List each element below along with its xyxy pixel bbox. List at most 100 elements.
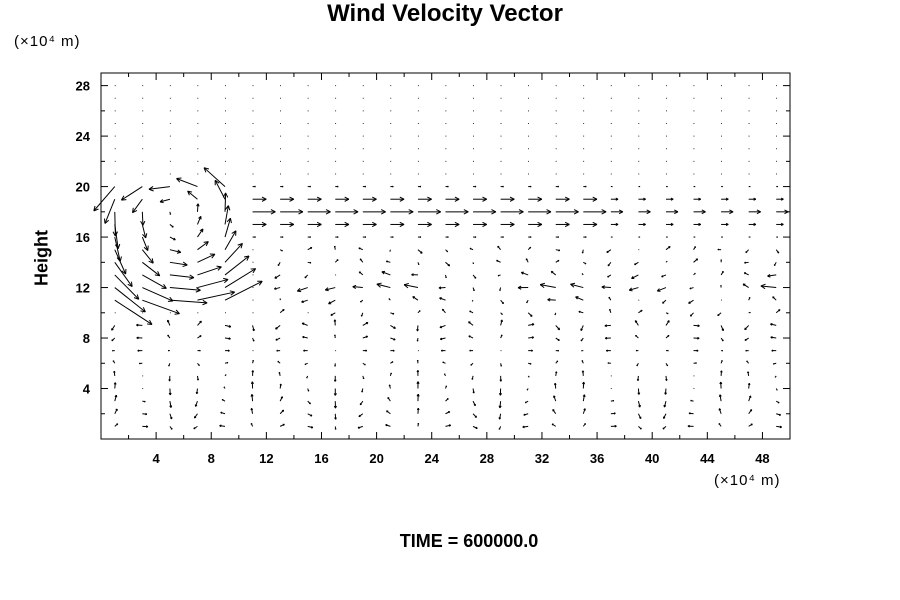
wind-vector [304,362,308,366]
wind-vector [196,215,202,225]
wind-vector [197,362,200,367]
x-axis-unit: (×10⁴ m) [714,472,781,489]
y-axis-unit: (×10⁴ m) [14,33,81,50]
wind-vector [473,185,477,188]
wind-vector [498,413,502,420]
wind-vector [334,363,337,367]
wind-vector [500,236,504,238]
wind-vector [412,296,419,301]
wind-vector [136,336,143,340]
wind-vector [252,185,256,188]
wind-vector [637,388,641,395]
wind-vector [169,249,182,254]
wind-vector [555,337,560,341]
wind-vector [224,337,231,340]
wind-vector [390,209,414,215]
wind-vector [301,299,308,304]
wind-vector [250,422,254,427]
wind-vector [472,388,475,394]
wind-vector [687,424,694,428]
wind-vector [252,337,255,342]
wind-vector [583,196,598,202]
wind-vector [528,185,532,188]
wind-vector [362,362,366,366]
wind-vector [497,245,502,251]
wind-vector [114,262,133,288]
wind-vector [376,282,391,289]
wind-vector [628,287,639,292]
wind-vector [638,197,646,201]
wind-vector [583,221,598,228]
wind-vector [224,361,229,364]
wind-vector [203,167,226,187]
wind-vector [500,319,503,326]
wind-vector [335,209,359,215]
wind-vector [390,236,394,238]
wind-vector [335,185,339,188]
wind-vector [197,265,222,276]
wind-vector [114,423,119,427]
wind-vector [358,413,364,418]
wind-vector [720,270,724,276]
wind-vector [168,388,172,396]
wind-vector [330,312,336,316]
wind-vector [581,249,584,254]
wind-vector [721,209,734,215]
wind-vector [167,349,170,352]
wind-vector [665,222,674,227]
wind-vector [390,324,396,329]
wind-vector [468,321,474,326]
wind-vector [277,360,281,364]
wind-vector [224,324,232,328]
wind-vector [390,361,394,364]
wind-vector [359,400,364,406]
wind-vector [445,424,452,427]
wind-vector [334,413,337,420]
wind-vector [610,209,624,215]
wind-vector [114,408,118,414]
wind-vector [114,299,153,325]
wind-vector [169,426,173,430]
wind-vector [224,280,263,301]
wind-vector [357,425,363,429]
wind-vector [360,312,364,317]
wind-vector [718,408,722,414]
wind-vector [517,285,529,290]
wind-vector [693,209,706,215]
wind-vector [578,310,584,314]
wind-vector [279,249,283,252]
wind-vector [359,258,364,263]
wind-vector [583,261,587,265]
wind-vector [328,299,336,305]
wind-vector [744,261,749,264]
wind-vector [142,287,174,302]
wind-vector [575,296,584,301]
wind-vector [301,322,308,326]
wind-vector [760,283,777,290]
wind-vector [774,375,777,378]
y-tick-label: 24 [76,129,91,144]
wind-vector [417,236,422,238]
wind-vector [142,274,167,289]
wind-vector [720,285,722,288]
wind-vector [693,258,699,263]
wind-vector [250,381,254,389]
wind-vector [664,388,667,395]
wind-vector [472,400,476,407]
wind-vector [169,211,172,215]
wind-vector [250,394,254,402]
wind-vector [744,325,750,331]
wind-vector [417,185,422,188]
wind-vector [445,274,447,279]
wind-vector [747,382,751,389]
wind-vector [555,360,559,364]
wind-vector [442,361,446,364]
wind-vector [604,336,611,340]
wind-vector [520,271,529,276]
wind-vector [390,196,405,202]
wind-vector [417,221,432,228]
wind-vector [500,299,505,305]
wind-vector [416,359,419,364]
wind-vector [742,283,749,288]
wind-vector [386,410,391,415]
